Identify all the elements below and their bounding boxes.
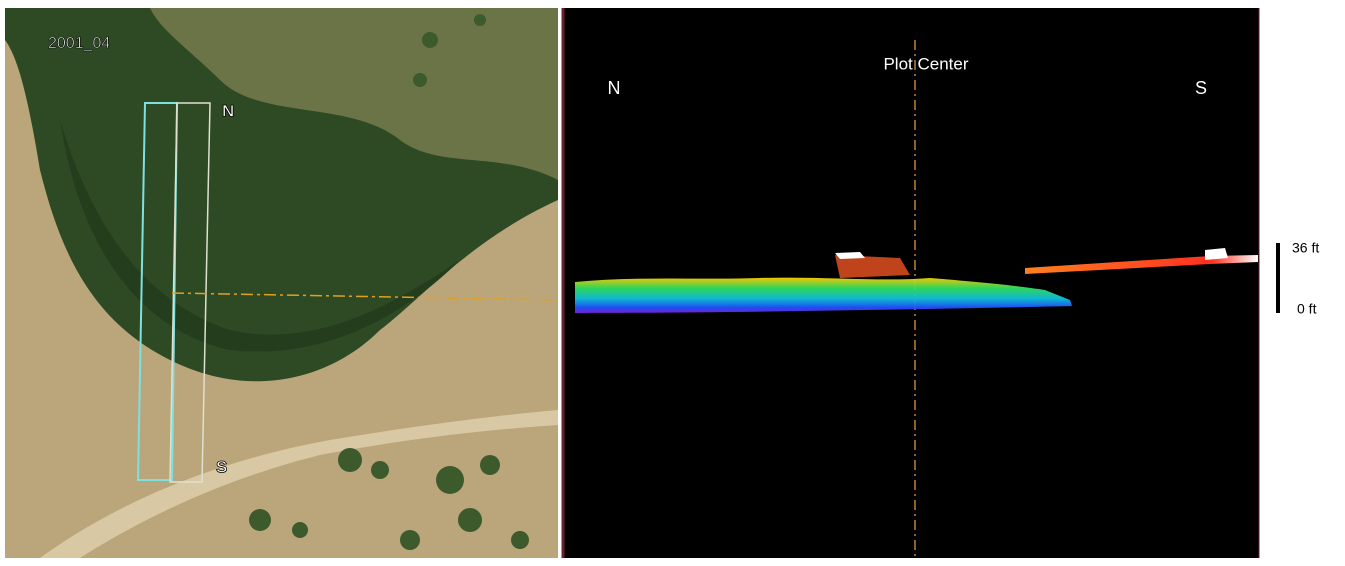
plot-center-label: Plot Center [883, 54, 968, 73]
scale-bottom: 0 ft [1297, 301, 1317, 317]
south-marker: S [216, 457, 227, 476]
aerial-image [5, 8, 558, 558]
profile-south: S [1195, 78, 1207, 98]
image-date: 2001_04 [48, 35, 110, 52]
screen: 2001_04 N S Plot Center N S 36 ft 0 ft [0, 0, 1345, 561]
profile-north: N [608, 78, 621, 98]
north-marker: N [222, 101, 234, 120]
scale-top: 36 ft [1292, 240, 1319, 256]
